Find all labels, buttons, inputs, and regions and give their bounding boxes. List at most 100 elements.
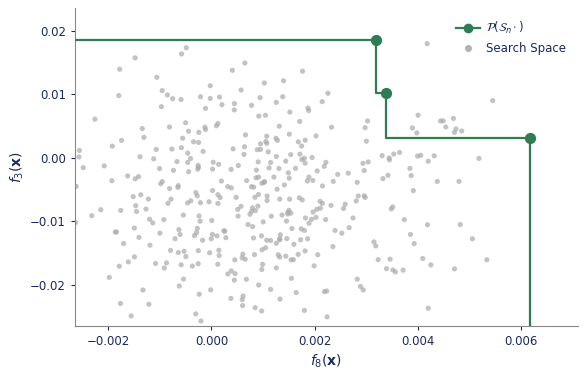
Point — [241, 256, 250, 262]
Point — [254, 192, 263, 198]
Point — [286, 152, 295, 158]
Point — [105, 274, 114, 280]
Point — [136, 192, 145, 198]
Point — [208, 166, 217, 172]
Point — [71, 183, 81, 189]
Point — [130, 254, 139, 260]
Point — [266, 237, 275, 243]
Point — [175, 283, 184, 289]
Point — [127, 313, 136, 319]
Point — [275, 123, 284, 129]
Point — [251, 175, 261, 181]
Point — [482, 257, 492, 263]
Point — [331, 227, 340, 233]
Point — [267, 213, 276, 219]
Point — [313, 252, 322, 258]
Point — [239, 293, 248, 299]
X-axis label: $f_8(\mathbf{x})$: $f_8(\mathbf{x})$ — [310, 352, 342, 370]
Point — [196, 200, 205, 206]
Point — [291, 290, 301, 296]
Point — [199, 149, 208, 155]
Point — [114, 263, 124, 269]
Point — [234, 163, 243, 169]
Point — [248, 223, 257, 229]
Point — [285, 175, 294, 181]
Point — [413, 153, 423, 159]
Point — [196, 318, 206, 324]
Point — [282, 218, 291, 224]
Point — [236, 87, 246, 93]
Point — [318, 99, 327, 105]
Point — [277, 212, 287, 218]
Point — [295, 151, 305, 157]
Point — [167, 146, 176, 152]
Point — [135, 154, 145, 160]
Point — [272, 153, 281, 160]
Point — [436, 118, 445, 124]
Point — [488, 98, 498, 104]
Point — [193, 248, 203, 254]
Point — [191, 190, 200, 196]
Point — [432, 178, 442, 184]
Point — [212, 123, 221, 129]
Point — [195, 213, 204, 219]
Point — [318, 200, 327, 206]
Point — [388, 204, 397, 210]
Point — [321, 160, 331, 166]
Point — [353, 193, 363, 199]
Point — [79, 164, 88, 170]
Point — [275, 254, 284, 260]
Point — [418, 256, 427, 262]
Point — [159, 265, 169, 271]
Point — [398, 267, 408, 273]
Point — [194, 139, 203, 146]
Point — [166, 196, 176, 202]
Point — [168, 96, 178, 102]
Point — [274, 166, 284, 172]
Point — [200, 124, 210, 130]
Point — [389, 151, 398, 157]
Point — [272, 186, 282, 192]
Point — [280, 182, 289, 188]
Point — [449, 115, 458, 121]
Point — [114, 93, 124, 99]
Point — [139, 134, 149, 140]
Point — [145, 216, 154, 222]
Point — [194, 164, 203, 170]
Point — [260, 180, 269, 186]
Point — [179, 248, 189, 254]
Point — [250, 305, 260, 311]
Point — [257, 180, 267, 186]
Point — [266, 160, 275, 166]
Point — [236, 203, 246, 209]
Point — [379, 175, 388, 181]
Point — [301, 137, 310, 143]
Point — [107, 178, 117, 184]
Point — [155, 230, 165, 236]
Point — [311, 133, 321, 139]
Point — [410, 240, 419, 246]
Point — [319, 163, 329, 169]
Point — [301, 160, 310, 166]
Point — [223, 184, 233, 190]
Point — [262, 133, 271, 139]
Point — [400, 217, 409, 223]
Point — [119, 240, 128, 246]
Point — [328, 243, 338, 249]
Point — [108, 143, 117, 149]
Point — [281, 253, 291, 259]
Point — [291, 165, 300, 171]
Point — [152, 146, 161, 152]
Point — [186, 198, 196, 204]
Point — [151, 260, 160, 266]
Point — [249, 235, 258, 241]
Point — [295, 118, 305, 124]
Point — [297, 156, 306, 163]
Point — [454, 178, 464, 184]
Point — [464, 49, 473, 55]
Point — [308, 155, 317, 161]
Point — [315, 198, 325, 204]
Point — [264, 165, 274, 171]
Point — [373, 257, 383, 263]
Point — [216, 195, 225, 201]
